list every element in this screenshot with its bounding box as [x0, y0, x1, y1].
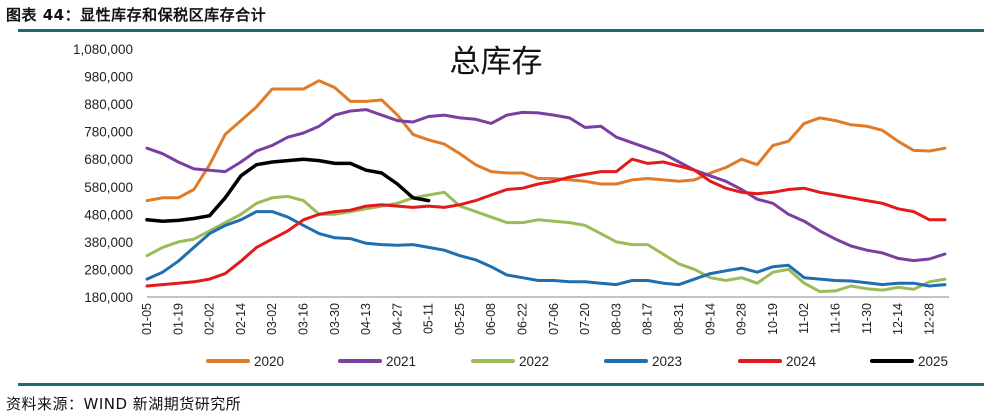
x-tick-label: 11-02	[797, 303, 811, 334]
x-tick-label: 11-16	[828, 303, 842, 334]
x-tick-label: 04-27	[390, 303, 404, 335]
x-tick-label: 03-02	[265, 303, 279, 335]
source-note: 资料来源：WIND 新湖期货研究所	[6, 395, 242, 413]
y-tick-label: 980,000	[84, 70, 133, 85]
x-tick-label: 03-16	[296, 303, 310, 335]
y-tick-label: 180,000	[84, 290, 133, 305]
legend-item-2023: 2023	[604, 354, 682, 369]
legend-label: 2024	[786, 354, 817, 369]
x-tick-label: 01-19	[171, 303, 185, 335]
series-line-2025	[145, 157, 431, 223]
figure-title: 图表 44：显性库存和保税区库存合计	[6, 6, 267, 24]
legend-label: 2025	[918, 354, 948, 369]
x-tick-label: 05-25	[453, 303, 467, 335]
x-tick-label: 05-11	[422, 303, 436, 334]
x-tick-label: 11-30	[860, 303, 874, 334]
x-tick-label: 12-28	[922, 303, 936, 335]
series-layer	[145, 79, 947, 293]
y-tick-label: 280,000	[84, 262, 133, 277]
x-tick-label: 08-17	[641, 303, 655, 335]
x-tick-label: 08-03	[609, 303, 623, 335]
legend: 2020 2021 2022 2023 2024 2025	[206, 354, 948, 369]
top-rule	[18, 29, 984, 32]
x-tick-label: 09-14	[703, 303, 717, 335]
x-tick-label: 06-22	[516, 303, 530, 335]
series-line-2024	[145, 157, 947, 288]
x-axis: 01-05 01-19 02-02 02-14 03-02 03-16 03-30 04-13…	[140, 296, 949, 335]
legend-item-2025: 2025	[870, 354, 948, 369]
x-tick-label: 07-06	[547, 303, 561, 335]
legend-item-2024: 2024	[738, 354, 817, 369]
legend-label: 2020	[254, 354, 284, 369]
series-line-2023	[145, 210, 947, 288]
legend-label: 2022	[519, 354, 549, 369]
inventory-line-chart: 180,000 280,000 380,000 480,000 580,000 680,0…	[73, 42, 949, 369]
x-tick-label: 12-14	[891, 303, 905, 335]
bottom-rule	[18, 383, 984, 386]
y-tick-label: 880,000	[84, 97, 133, 112]
x-tick-label: 08-31	[672, 303, 686, 335]
series-line-2020	[145, 79, 947, 203]
legend-label: 2023	[652, 354, 682, 369]
y-tick-label: 580,000	[84, 180, 133, 195]
y-axis: 180,000 280,000 380,000 480,000 580,000 680,0…	[73, 42, 133, 305]
x-tick-label: 03-30	[328, 303, 342, 335]
legend-item-2021: 2021	[338, 354, 416, 369]
x-tick-label: 04-13	[359, 303, 373, 335]
legend-label: 2021	[386, 354, 416, 369]
y-tick-label: 1,080,000	[73, 42, 133, 57]
y-tick-label: 380,000	[84, 235, 133, 250]
y-tick-label: 480,000	[84, 207, 133, 222]
legend-item-2022: 2022	[471, 354, 549, 369]
series-line-2021	[145, 108, 947, 263]
x-tick-label: 01-05	[140, 303, 154, 335]
chart-title: 总库存	[450, 44, 543, 80]
x-tick-label: 02-14	[234, 303, 248, 335]
legend-item-2020: 2020	[206, 354, 284, 369]
x-tick-label: 09-28	[735, 303, 749, 335]
series-line-2022	[145, 190, 947, 293]
x-tick-label: 02-02	[203, 303, 217, 335]
x-tick-label: 06-08	[484, 303, 498, 335]
x-tick-label: 07-20	[578, 303, 592, 335]
x-tick-label: 10-19	[766, 303, 780, 335]
y-tick-label: 680,000	[84, 152, 133, 167]
y-tick-label: 780,000	[84, 125, 133, 140]
